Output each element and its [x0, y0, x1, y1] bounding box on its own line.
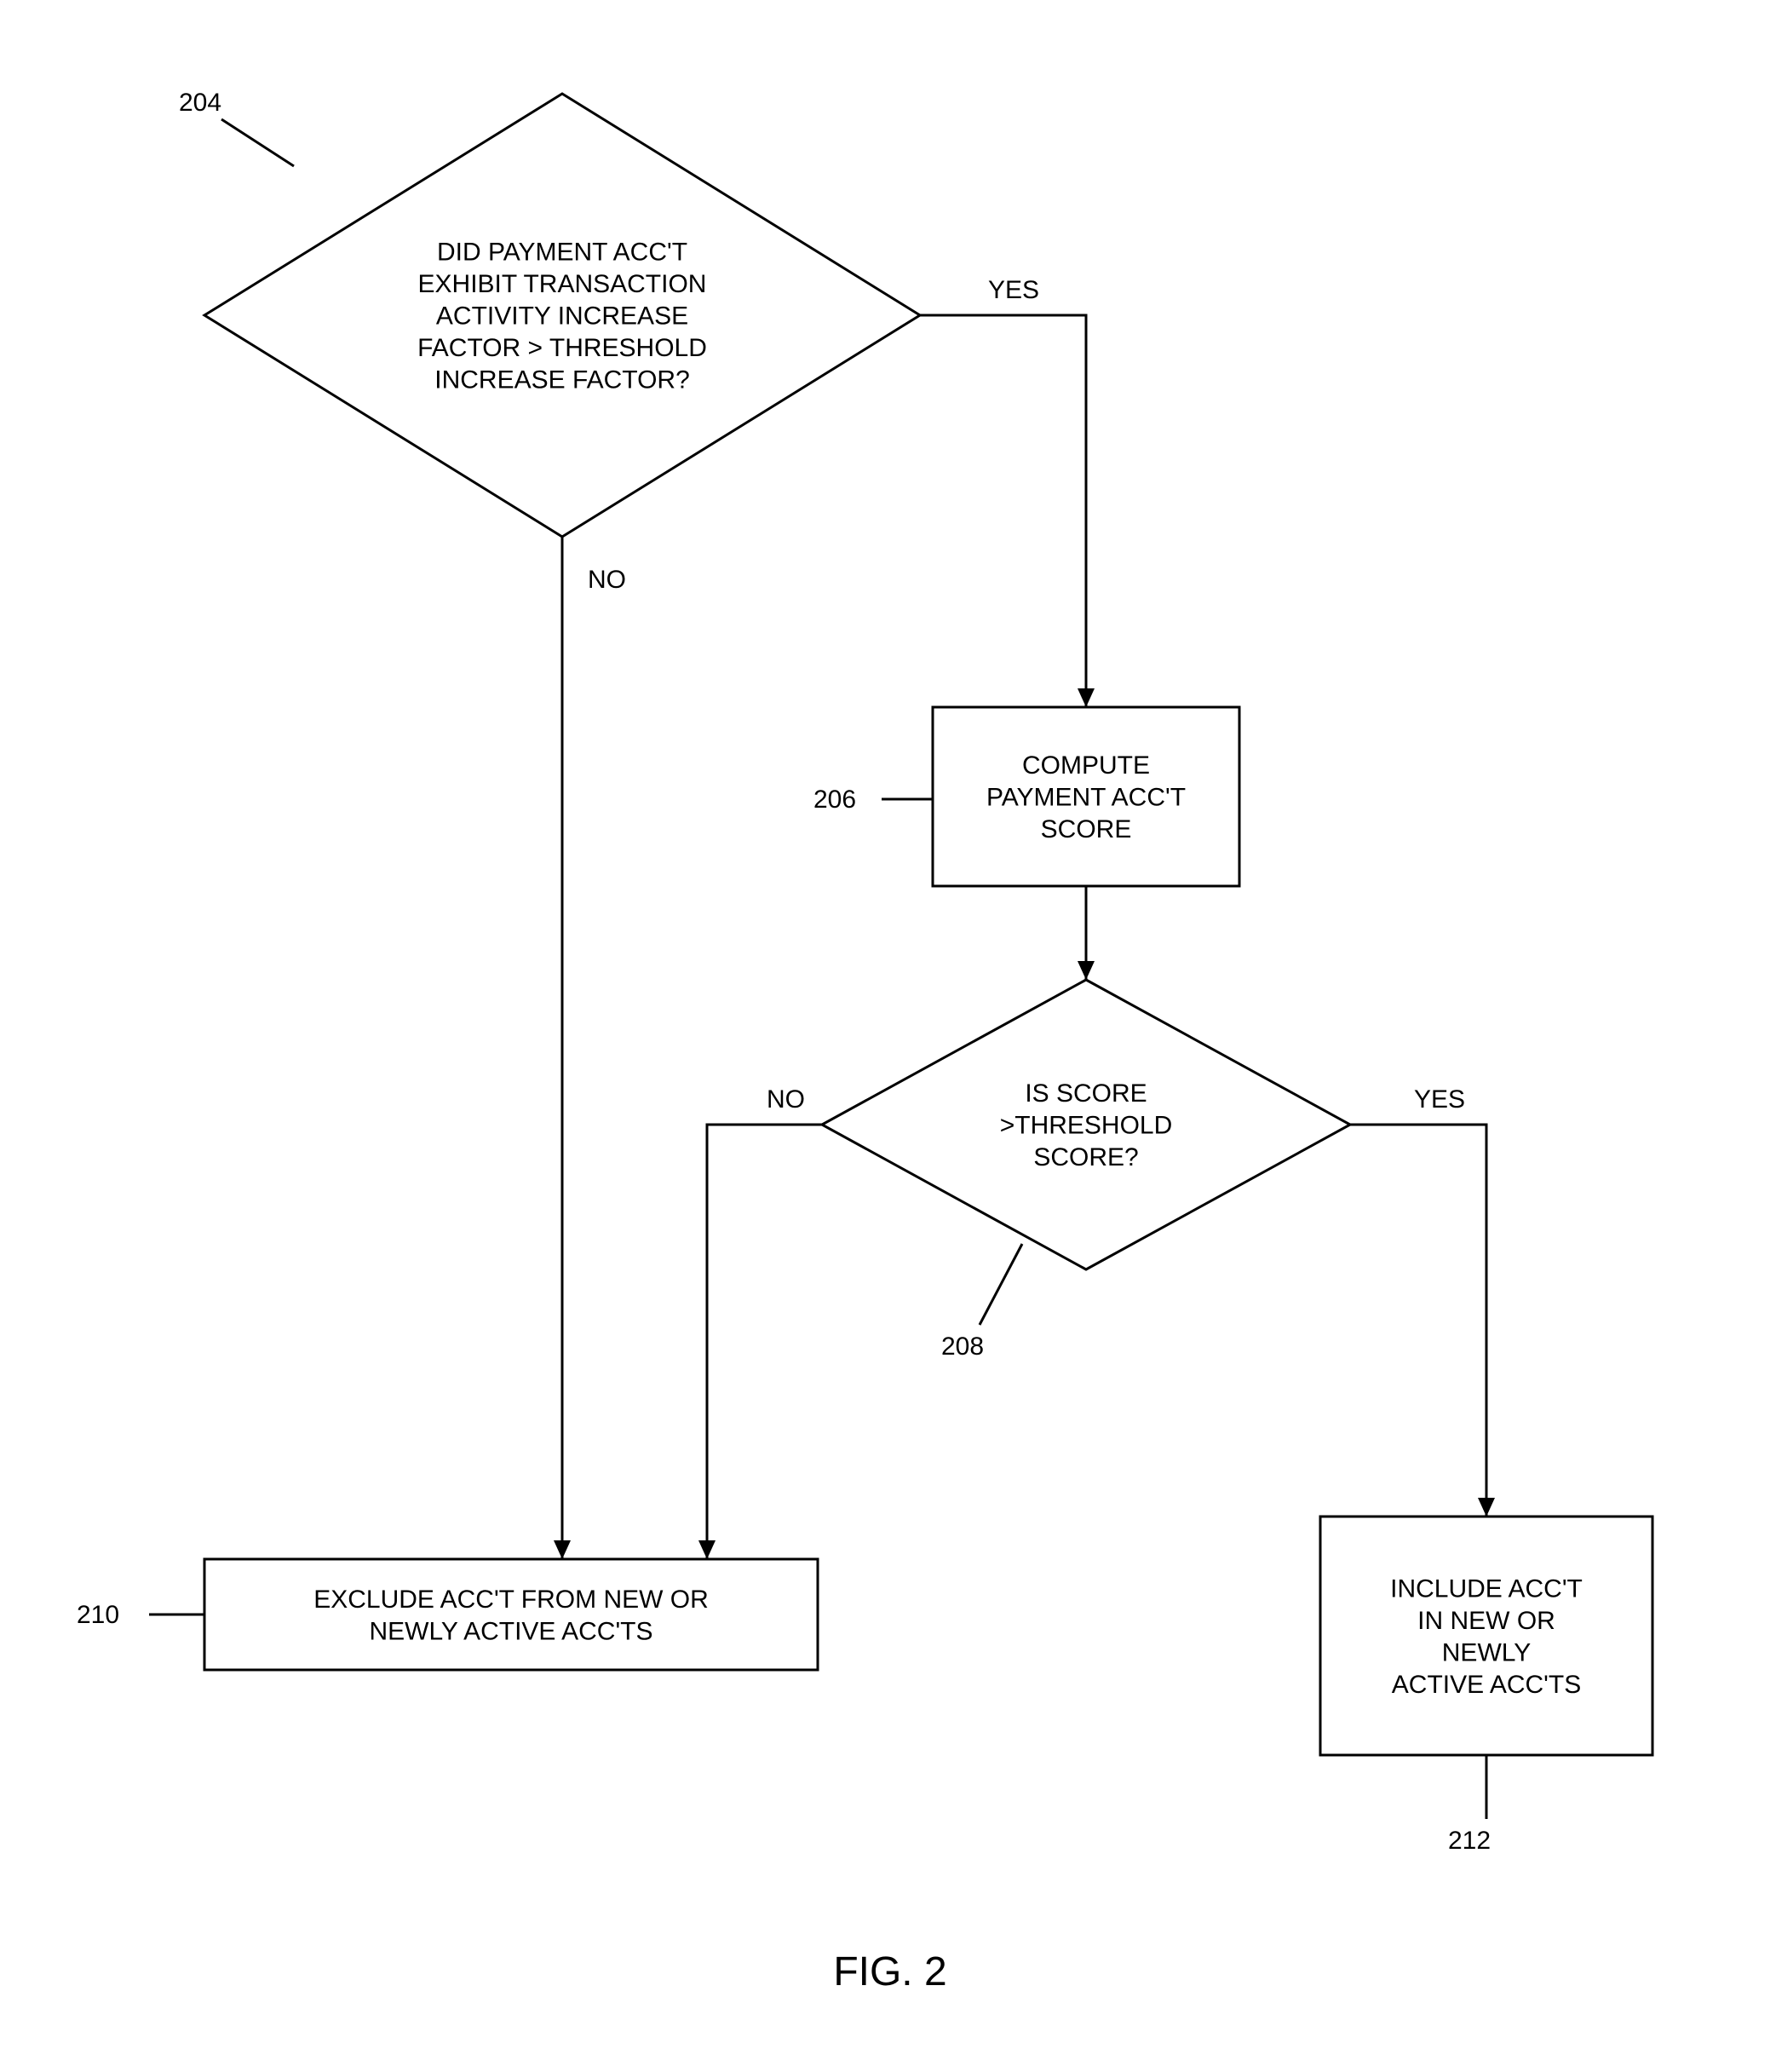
ref-num-b212: 212	[1448, 1827, 1491, 1855]
arrow-head	[1478, 1498, 1495, 1517]
ref-num-b206: 206	[813, 786, 856, 814]
process-b212	[1320, 1517, 1652, 1755]
flow-edge	[1350, 1125, 1486, 1517]
arrow-head	[1078, 961, 1095, 980]
arrow-head	[554, 1540, 571, 1559]
flow-edge	[980, 1244, 1022, 1325]
figure-caption: FIG. 2	[833, 1949, 946, 1994]
process-b210	[204, 1559, 818, 1670]
edge-label: NO	[767, 1085, 805, 1114]
edge-label: NO	[588, 566, 626, 594]
decision-text-d204: DID PAYMENT ACC'TEXHIBIT TRANSACTIONACTI…	[417, 239, 707, 394]
ref-num-d208: 208	[941, 1332, 984, 1361]
flow-edge	[920, 315, 1086, 707]
flowchart-canvas: YES NO NO YES DID PAYMENT ACC'TEXHIBIT TRANS…	[0, 0, 1776, 2072]
edge-label: YES	[988, 276, 1039, 304]
arrow-head	[698, 1540, 716, 1559]
ref-num-d204: 204	[179, 89, 221, 117]
flow-edge	[221, 119, 294, 166]
ref-num-b210: 210	[77, 1601, 119, 1629]
edge-label: YES	[1414, 1085, 1465, 1114]
flow-edge	[707, 1125, 822, 1559]
arrow-head	[1078, 688, 1095, 707]
